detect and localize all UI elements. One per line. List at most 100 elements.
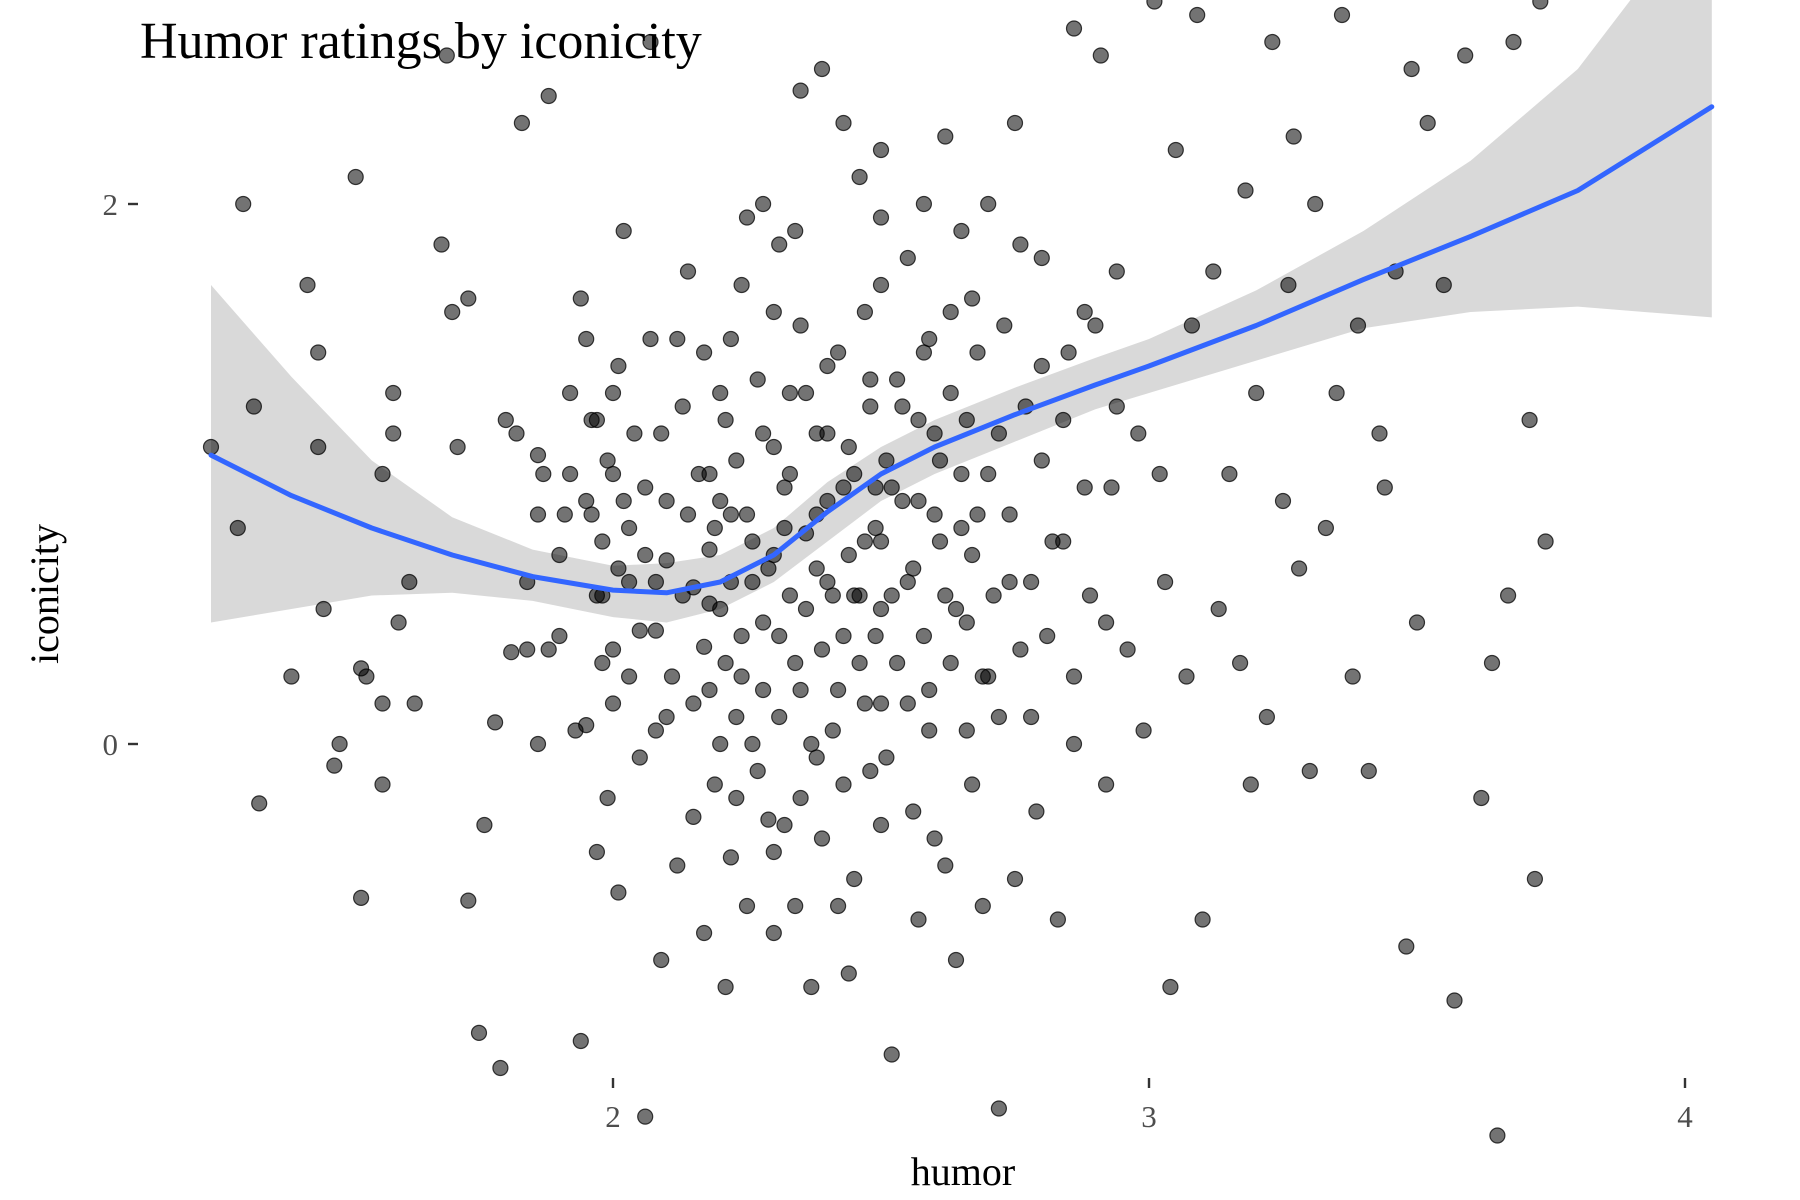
data-point bbox=[604, 465, 622, 483]
confidence-band-layer bbox=[211, 0, 1712, 623]
data-point bbox=[385, 425, 402, 442]
data-point bbox=[433, 236, 450, 253]
data-point bbox=[1162, 978, 1179, 996]
data-point bbox=[872, 276, 890, 294]
data-point bbox=[647, 573, 665, 591]
data-point bbox=[1526, 870, 1544, 888]
data-point bbox=[846, 465, 863, 483]
data-point bbox=[867, 627, 884, 645]
data-point bbox=[615, 222, 632, 240]
data-point bbox=[921, 681, 938, 699]
data-point bbox=[1081, 587, 1099, 604]
data-point bbox=[1033, 452, 1050, 469]
data-point bbox=[942, 654, 959, 672]
data-point bbox=[862, 398, 879, 415]
data-point bbox=[781, 384, 799, 402]
data-point bbox=[1108, 263, 1125, 280]
data-point bbox=[642, 330, 659, 348]
data-point bbox=[626, 425, 643, 442]
data-point bbox=[1457, 47, 1474, 64]
data-point bbox=[637, 479, 654, 496]
data-point bbox=[883, 587, 900, 604]
data-point bbox=[1146, 0, 1163, 10]
data-point bbox=[851, 168, 868, 186]
data-point bbox=[1012, 236, 1029, 253]
data-point bbox=[235, 195, 252, 213]
data-point bbox=[470, 1024, 488, 1042]
data-point bbox=[637, 1108, 654, 1125]
data-point bbox=[1135, 722, 1152, 739]
data-point bbox=[792, 82, 809, 99]
data-point bbox=[615, 492, 632, 510]
data-point bbox=[947, 600, 965, 618]
data-point bbox=[980, 195, 997, 213]
data-point bbox=[1258, 708, 1276, 726]
data-point bbox=[840, 438, 857, 456]
data-point bbox=[980, 668, 997, 685]
data-point bbox=[610, 560, 627, 577]
data-point bbox=[754, 195, 772, 213]
data-point bbox=[669, 330, 686, 348]
data-point bbox=[358, 668, 375, 685]
data-point bbox=[583, 506, 600, 523]
data-point bbox=[1231, 654, 1249, 672]
data-point bbox=[1119, 641, 1136, 658]
data-point bbox=[647, 622, 665, 639]
data-point bbox=[1049, 911, 1067, 928]
x-tick-label: 3 bbox=[1141, 1099, 1157, 1134]
data-point bbox=[572, 1032, 589, 1050]
data-point bbox=[787, 897, 804, 915]
data-point bbox=[862, 762, 879, 780]
data-point bbox=[937, 857, 954, 874]
data-point bbox=[835, 776, 852, 793]
data-point bbox=[942, 303, 959, 321]
data-point bbox=[1532, 0, 1549, 10]
data-point bbox=[1483, 654, 1501, 672]
data-point bbox=[1087, 317, 1104, 334]
data-point bbox=[476, 816, 493, 834]
data-point bbox=[915, 627, 933, 645]
data-point bbox=[958, 614, 975, 631]
data-point bbox=[835, 114, 852, 132]
data-point bbox=[578, 492, 595, 510]
data-point bbox=[1097, 614, 1115, 631]
x-axis-title: humor bbox=[911, 1149, 1015, 1194]
data-point bbox=[572, 290, 589, 307]
data-point bbox=[754, 425, 772, 442]
data-point bbox=[1344, 668, 1361, 685]
data-point bbox=[883, 479, 900, 496]
data-point bbox=[1189, 6, 1206, 24]
data-point bbox=[1328, 384, 1345, 402]
data-point bbox=[728, 789, 745, 807]
data-point bbox=[1301, 762, 1318, 780]
data-point bbox=[926, 830, 943, 847]
data-point bbox=[529, 506, 547, 523]
data-point bbox=[733, 276, 750, 294]
data-point bbox=[792, 681, 809, 699]
data-point bbox=[910, 411, 927, 429]
data-point bbox=[846, 870, 863, 888]
data-point bbox=[862, 371, 879, 388]
data-point bbox=[653, 425, 670, 442]
data-point bbox=[1307, 195, 1324, 213]
x-axis: 2 3 4 bbox=[605, 1078, 1693, 1134]
data-point bbox=[331, 735, 348, 753]
data-point bbox=[1022, 573, 1040, 591]
data-point bbox=[1537, 533, 1554, 550]
data-point bbox=[1371, 425, 1388, 442]
data-point bbox=[781, 465, 799, 483]
data-point bbox=[374, 776, 391, 793]
data-point bbox=[685, 808, 702, 826]
data-point bbox=[958, 411, 975, 429]
data-point bbox=[878, 452, 895, 469]
data-point bbox=[931, 533, 949, 550]
data-point bbox=[1360, 762, 1377, 780]
data-point bbox=[851, 654, 868, 672]
data-point bbox=[283, 668, 300, 685]
data-point bbox=[326, 757, 343, 774]
data-point bbox=[610, 357, 627, 375]
data-point bbox=[535, 465, 552, 483]
data-point bbox=[776, 816, 793, 834]
data-point bbox=[797, 384, 815, 402]
